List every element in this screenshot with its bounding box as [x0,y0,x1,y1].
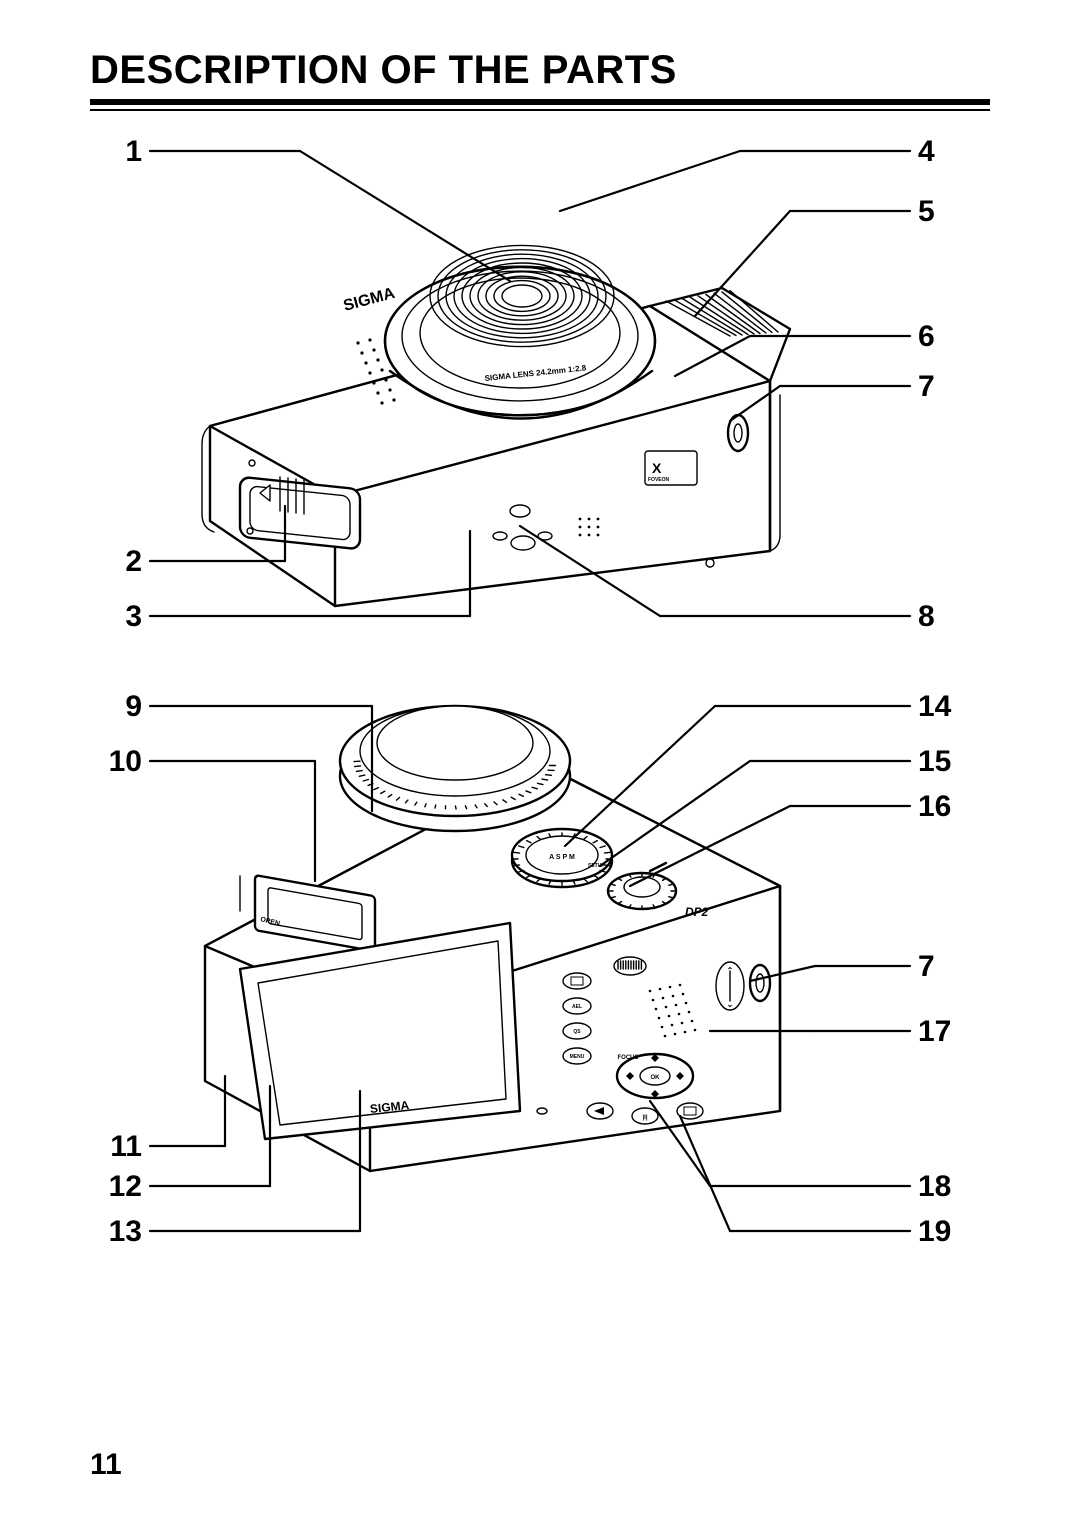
part-label-1: 1 [125,135,142,168]
svg-text:OK: OK [651,1075,661,1081]
svg-text:X: X [652,460,662,476]
svg-text:MENU: MENU [570,1054,585,1060]
svg-text:QS: QS [573,1029,581,1035]
part-label-14: 14 [918,690,952,723]
svg-text:SIGMA: SIGMA [342,285,397,315]
camera-front-view: SIGMASIGMA LENS 24.2mm 1:2.8 XFOVEON [202,245,790,606]
svg-text:FOCUS: FOCUS [618,1055,639,1061]
part-label-12: 12 [109,1170,142,1203]
svg-text:⌄: ⌄ [727,1000,734,1009]
parts-illustration: SIGMASIGMA LENS 24.2mm 1:2.8XFOVEONOPENA… [90,111,990,1411]
part-label-6: 6 [918,320,935,353]
svg-text:FOVEON: FOVEON [648,477,670,483]
camera-rear-view: OPENA S P MSETUPDP2AELQSMENU⌃⌄OKFOCUS|I|… [205,706,780,1171]
part-label-8: 8 [918,600,935,633]
part-label-4: 4 [918,135,935,168]
svg-text:AEL: AEL [572,1004,582,1010]
part-label-19: 19 [918,1215,951,1248]
part-label-17: 17 [918,1015,951,1048]
title-rule-thick [90,99,990,105]
parts-diagram: SIGMASIGMA LENS 24.2mm 1:2.8XFOVEONOPENA… [90,111,990,1411]
part-label-3: 3 [125,600,142,633]
part-label-2: 2 [125,545,142,578]
part-label-13: 13 [109,1215,142,1248]
part-label-10: 10 [109,745,142,778]
part-label-18: 18 [918,1170,951,1203]
part-label-7: 7 [918,370,935,403]
page-title: DESCRIPTION OF THE PARTS [90,48,990,93]
part-label-9: 9 [125,690,142,723]
part-label-15: 15 [918,745,951,778]
part-label-7: 7 [918,950,935,983]
part-label-16: 16 [918,790,951,823]
svg-text:A S P M: A S P M [549,854,575,861]
mode-dial: A S P MSETUP [512,829,612,887]
part-label-11: 11 [110,1130,142,1163]
lens: SIGMA LENS 24.2mm 1:2.8 [385,245,655,418]
rear-lens [340,706,570,831]
svg-text:DP2: DP2 [685,905,709,919]
part-label-5: 5 [918,195,935,228]
page-number: 11 [90,1448,122,1482]
svg-text:|I|: |I| [642,1115,647,1121]
manual-page: DESCRIPTION OF THE PARTS SIGMASIGMA LENS… [0,0,1080,1528]
svg-text:⌃: ⌃ [727,966,734,975]
